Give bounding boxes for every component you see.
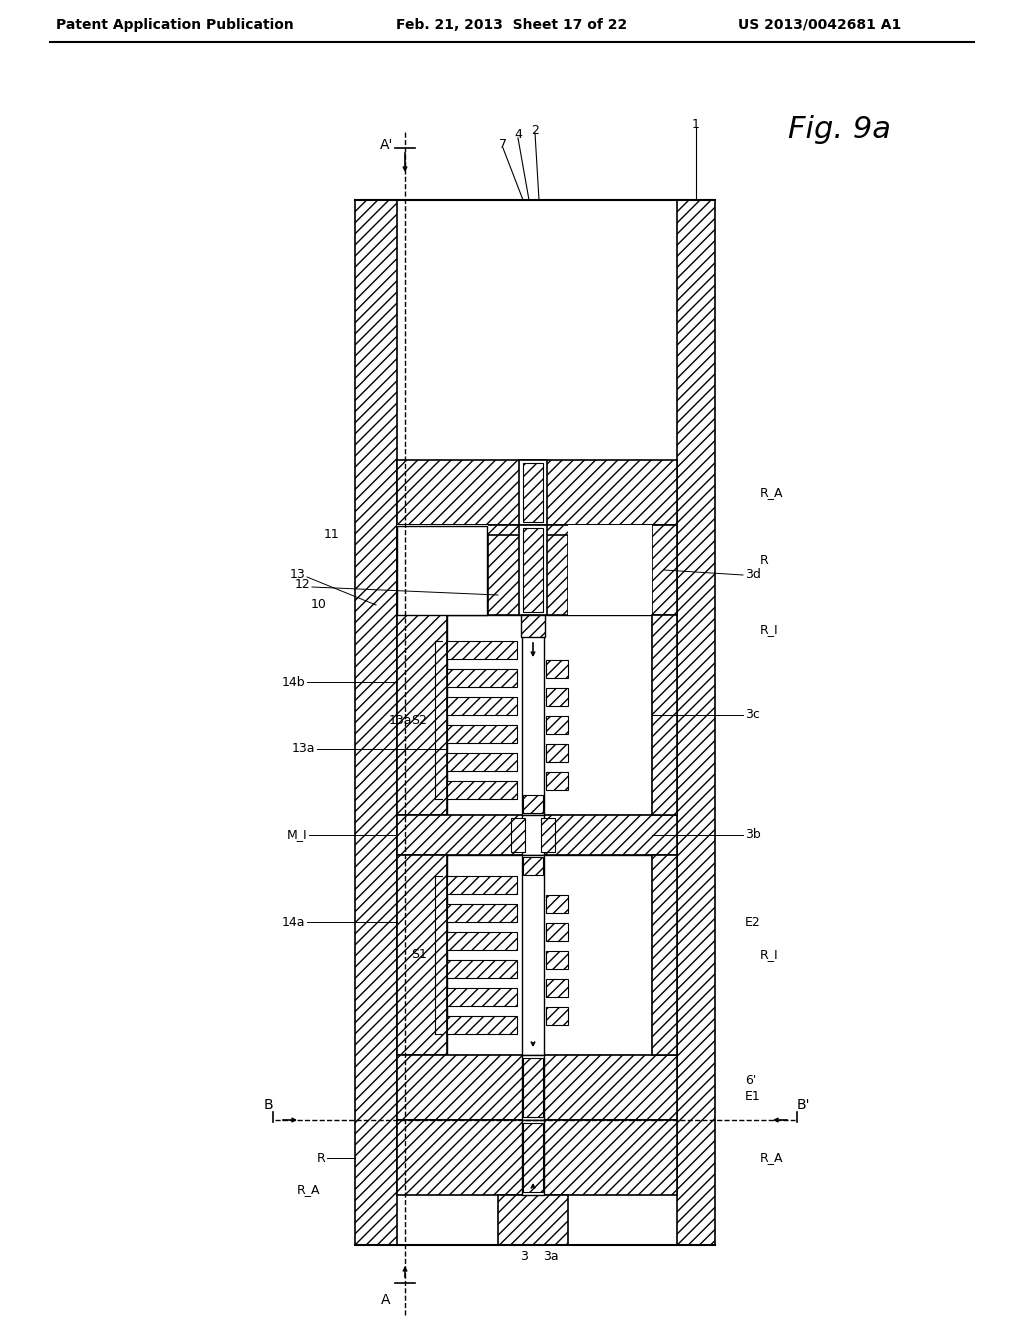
Bar (652, 525, 677, 615)
Text: M_I: M_I (287, 829, 307, 842)
Bar (677, 201, 715, 1245)
Text: R: R (316, 1151, 325, 1164)
Bar (488, 535, 568, 615)
Bar (447, 876, 517, 894)
Bar (523, 528, 543, 612)
Bar (522, 615, 544, 814)
Bar (397, 855, 447, 1055)
Text: B: B (263, 1098, 273, 1111)
Text: 14b: 14b (282, 676, 305, 689)
Bar (546, 772, 568, 789)
Bar (568, 525, 652, 615)
Bar (546, 688, 568, 706)
Text: E1: E1 (745, 1089, 761, 1102)
Text: 3: 3 (520, 1250, 528, 1263)
Bar (397, 525, 488, 615)
Text: 7: 7 (499, 139, 507, 152)
Bar (519, 525, 547, 615)
Bar (523, 1123, 543, 1192)
Bar (498, 1195, 568, 1245)
Bar (546, 923, 568, 941)
Text: US 2013/0042681 A1: US 2013/0042681 A1 (738, 18, 901, 32)
Bar (519, 459, 547, 525)
Text: E2: E2 (745, 916, 761, 928)
Bar (522, 855, 544, 1055)
Text: R_A: R_A (760, 1151, 783, 1164)
Bar (397, 1119, 677, 1195)
Text: B': B' (797, 1098, 811, 1111)
Bar (397, 1055, 677, 1119)
Bar (568, 535, 572, 615)
Bar (546, 895, 568, 913)
Bar (546, 744, 568, 762)
Bar (541, 818, 555, 851)
Text: 10: 10 (311, 598, 327, 611)
Text: 12: 12 (294, 578, 310, 591)
Text: R_A: R_A (297, 1184, 319, 1196)
Bar (546, 715, 568, 734)
Text: S1: S1 (411, 949, 427, 961)
Bar (447, 615, 652, 814)
Bar (355, 201, 397, 1245)
Text: 11: 11 (324, 528, 339, 541)
Bar (522, 1055, 544, 1119)
Text: Fig. 9a: Fig. 9a (788, 116, 892, 144)
Text: 13: 13 (289, 569, 305, 582)
Text: 3a: 3a (543, 1250, 559, 1263)
Text: R_I: R_I (760, 949, 778, 961)
Bar (523, 795, 543, 813)
Bar (511, 818, 525, 851)
Text: R: R (760, 553, 769, 566)
Text: A': A' (380, 139, 393, 152)
Bar (521, 615, 545, 638)
Bar (523, 463, 543, 521)
Bar (447, 960, 517, 978)
Text: 3b: 3b (745, 829, 761, 842)
Bar (447, 781, 517, 799)
Bar (447, 904, 517, 921)
Bar (523, 857, 543, 875)
Bar (397, 814, 677, 855)
Bar (546, 979, 568, 997)
Text: 2: 2 (531, 124, 539, 136)
Bar (397, 525, 677, 615)
Text: 14a: 14a (282, 916, 305, 928)
Text: 4: 4 (514, 128, 522, 141)
Bar (522, 1119, 544, 1195)
Bar (652, 615, 677, 814)
Bar (652, 855, 677, 1055)
Bar (447, 725, 517, 743)
Text: 13a: 13a (388, 714, 412, 726)
Text: Feb. 21, 2013  Sheet 17 of 22: Feb. 21, 2013 Sheet 17 of 22 (396, 18, 628, 32)
Bar (447, 669, 517, 686)
Bar (546, 1007, 568, 1026)
Text: 3c: 3c (745, 709, 760, 722)
Bar (397, 459, 677, 525)
Text: S2: S2 (411, 714, 427, 726)
Bar (523, 1059, 543, 1117)
Text: 13a: 13a (292, 742, 315, 755)
Bar (447, 642, 517, 659)
Bar (397, 525, 487, 615)
Text: 6': 6' (745, 1073, 757, 1086)
Text: 1: 1 (692, 119, 700, 132)
Bar (447, 1016, 517, 1034)
Text: Patent Application Publication: Patent Application Publication (56, 18, 294, 32)
Bar (546, 950, 568, 969)
Text: A: A (381, 1294, 390, 1307)
Bar (447, 855, 652, 1055)
Bar (447, 932, 517, 950)
Bar (546, 660, 568, 678)
Bar (447, 697, 517, 715)
Text: R_I: R_I (760, 623, 778, 636)
Text: R_A: R_A (760, 487, 783, 499)
Bar (397, 615, 447, 814)
Bar (447, 987, 517, 1006)
Bar (522, 814, 544, 855)
Bar (447, 752, 517, 771)
Text: 3d: 3d (745, 569, 761, 582)
